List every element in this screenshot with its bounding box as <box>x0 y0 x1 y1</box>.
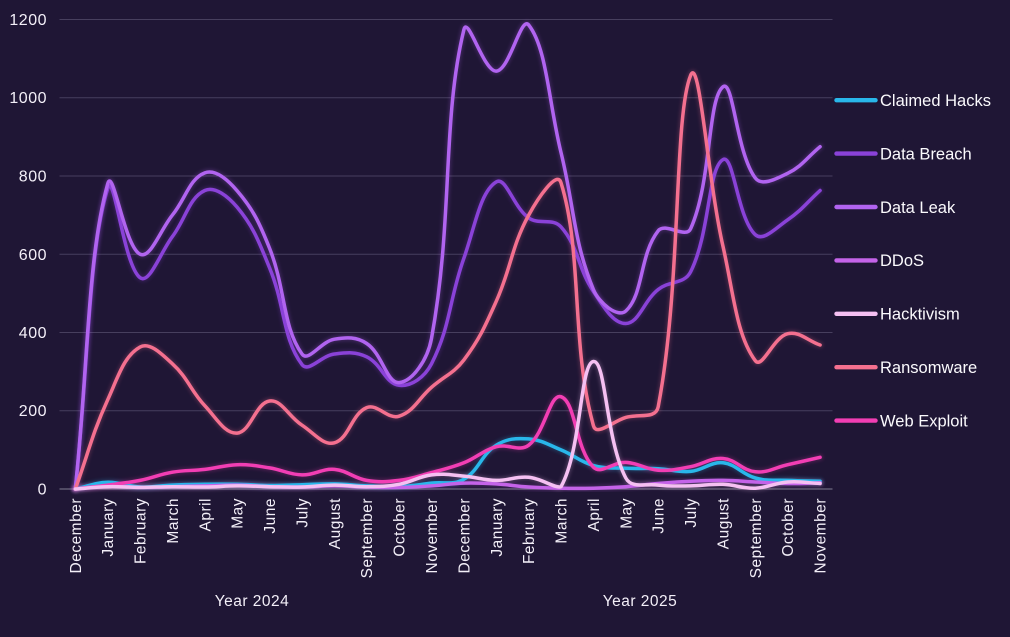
svg-text:November: November <box>424 498 441 574</box>
svg-text:January: January <box>489 498 506 557</box>
svg-text:200: 200 <box>19 403 47 420</box>
svg-text:Year 2025: Year 2025 <box>603 593 678 610</box>
svg-text:August: August <box>327 498 344 549</box>
svg-text:February: February <box>133 498 150 564</box>
svg-text:Web Exploit: Web Exploit <box>880 412 968 430</box>
svg-text:September: September <box>359 498 376 578</box>
svg-text:July: July <box>295 498 312 528</box>
svg-text:Data Breach: Data Breach <box>880 145 972 163</box>
svg-text:Ransomware: Ransomware <box>880 359 977 377</box>
svg-text:March: March <box>554 498 571 544</box>
svg-text:June: June <box>262 498 279 534</box>
svg-text:March: March <box>165 498 182 544</box>
svg-text:1200: 1200 <box>9 12 47 29</box>
svg-text:November: November <box>813 498 830 574</box>
svg-text:October: October <box>392 498 409 557</box>
svg-text:May: May <box>618 498 635 529</box>
svg-text:0: 0 <box>38 482 47 499</box>
svg-text:April: April <box>197 498 214 532</box>
svg-text:400: 400 <box>19 325 47 342</box>
svg-text:December: December <box>68 498 85 574</box>
svg-text:December: December <box>456 498 473 574</box>
svg-text:September: September <box>748 498 765 578</box>
svg-text:1000: 1000 <box>9 90 47 107</box>
svg-text:January: January <box>100 498 117 557</box>
svg-text:600: 600 <box>19 247 47 264</box>
svg-text:Data Leak: Data Leak <box>880 199 956 217</box>
svg-text:DDoS: DDoS <box>880 252 924 270</box>
svg-text:Hacktivism: Hacktivism <box>880 306 960 324</box>
svg-text:June: June <box>651 498 668 534</box>
svg-text:April: April <box>586 498 603 532</box>
svg-text:July: July <box>683 498 700 528</box>
svg-text:February: February <box>521 498 538 564</box>
svg-text:800: 800 <box>19 169 47 186</box>
svg-text:August: August <box>716 498 733 549</box>
svg-text:Year 2024: Year 2024 <box>215 593 290 610</box>
svg-text:Claimed Hacks: Claimed Hacks <box>880 92 991 110</box>
svg-text:May: May <box>230 498 247 529</box>
svg-text:October: October <box>780 498 797 557</box>
